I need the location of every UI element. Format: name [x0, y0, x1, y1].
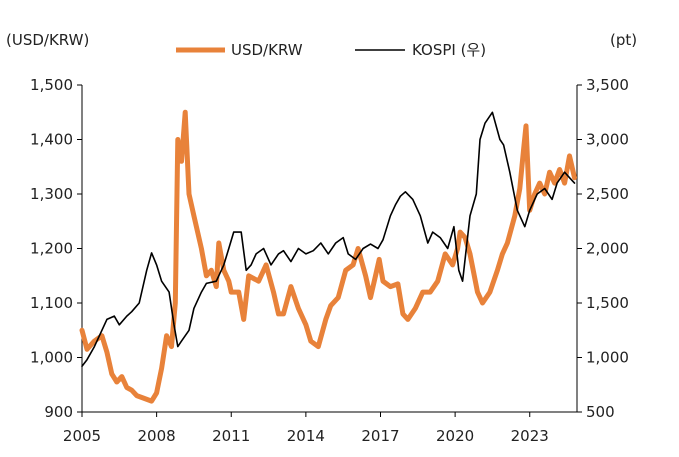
left-axis-tick-label: 1,100: [30, 294, 73, 312]
legend: USD/KRW KOSPI (우): [176, 41, 486, 59]
left-axis-tick-label: 900: [44, 403, 73, 421]
right-axis-tick-label: 2,500: [586, 185, 629, 203]
left-axis-tick-label: 1,400: [30, 131, 73, 149]
x-axis-tick-label: 2017: [361, 427, 399, 445]
series-layer: [79, 109, 577, 404]
x-axis-tick-label: 2020: [436, 427, 474, 445]
x-axis-tick-label: 2011: [212, 427, 250, 445]
right-axis-tick-label: 1,000: [586, 349, 629, 367]
right-axis-tick-label: 3,500: [586, 76, 629, 94]
right-axis-tick-label: 3,000: [586, 131, 629, 149]
series-line-kospi: [81, 111, 576, 367]
series-line-usd-krw: [79, 109, 577, 404]
x-axis-tick-label: 2014: [287, 427, 325, 445]
left-axis-tick-label: 1,500: [30, 76, 73, 94]
left-axis-tick-label: 1,000: [30, 349, 73, 367]
right-axis-tick-label: 500: [586, 403, 615, 421]
x-axis-tick-label: 2005: [63, 427, 101, 445]
left-axis-tick-label: 1,200: [30, 240, 73, 258]
axes: 900 1,000 1,100 1,200 1,300 1,400 1,500 500 1,00…: [30, 76, 629, 445]
legend-label-usd-krw: USD/KRW: [231, 41, 303, 59]
legend-label-kospi: KOSPI (우): [412, 41, 486, 59]
right-axis-tick-label: 2,000: [586, 240, 629, 258]
x-axis-tick-label: 2008: [138, 427, 176, 445]
x-axis-tick-label: 2023: [511, 427, 549, 445]
right-axis-tick-label: 1,500: [586, 294, 629, 312]
left-axis-unit-label: (USD/KRW): [6, 31, 89, 49]
right-axis-unit-label: (pt): [610, 31, 637, 49]
left-axis-tick-label: 1,300: [30, 185, 73, 203]
